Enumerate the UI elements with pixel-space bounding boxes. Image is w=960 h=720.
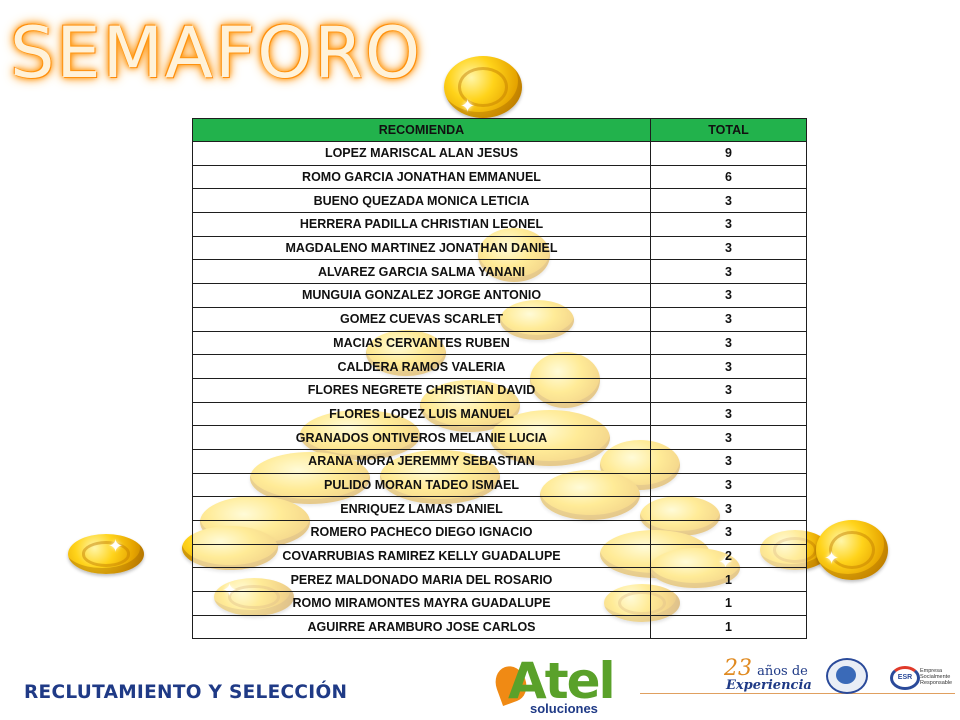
sparkle-icon: ✦ bbox=[108, 536, 124, 556]
cell-total: 2 bbox=[650, 543, 807, 569]
cell-total: 3 bbox=[650, 448, 807, 474]
table-row: FLORES NEGRETE CHRISTIAN DAVID 3 bbox=[192, 377, 807, 403]
table-row: ENRIQUEZ LAMAS DANIEL 3 bbox=[192, 496, 807, 521]
cell-total: 3 bbox=[650, 425, 807, 450]
table-row: ARANA MORA JEREMMY SEBASTIAN 3 bbox=[192, 448, 807, 474]
table-row: GOMEZ CUEVAS SCARLET 3 bbox=[192, 306, 807, 332]
ranking-table: RECOMIENDA TOTAL LOPEZ MARISCAL ALAN JES… bbox=[192, 118, 807, 640]
esr-badge-icon: ESR bbox=[890, 666, 920, 690]
euro-coin-icon bbox=[68, 534, 144, 574]
table-row: PULIDO MORAN TADEO ISMAEL 3 bbox=[192, 472, 807, 498]
cell-name: GRANADOS ONTIVEROS MELANIE LUCIA bbox=[192, 425, 651, 450]
atel-logo: Atel soluciones bbox=[490, 652, 644, 718]
cell-name: COVARRUBIAS RAMIREZ KELLY GUADALUPE bbox=[192, 543, 651, 569]
table-row: MUNGUIA GONZALEZ JORGE ANTONIO 3 bbox=[192, 283, 807, 308]
cell-total: 3 bbox=[650, 377, 807, 403]
table-row: ROMO MIRAMONTES MAYRA GUADALUPE 1 bbox=[192, 591, 807, 616]
experience-anos: años de bbox=[757, 664, 808, 679]
cell-total: 6 bbox=[650, 164, 807, 190]
table-row: PEREZ MALDONADO MARIA DEL ROSARIO 1 bbox=[192, 567, 807, 593]
cell-name: BUENO QUEZADA MONICA LETICIA bbox=[192, 188, 651, 214]
table-row: FLORES LOPEZ LUIS MANUEL 3 bbox=[192, 401, 807, 427]
cell-name: ROMO MIRAMONTES MAYRA GUADALUPE bbox=[192, 591, 651, 616]
experience-years: 23 bbox=[724, 656, 752, 681]
cell-name: ALVAREZ GARCIA SALMA YANANI bbox=[192, 259, 651, 285]
table-row: CALDERA RAMOS VALERIA 3 bbox=[192, 354, 807, 379]
page-title: SEMAFORO bbox=[10, 12, 423, 94]
cell-total: 3 bbox=[650, 520, 807, 545]
cell-name: FLORES LOPEZ LUIS MANUEL bbox=[192, 401, 651, 427]
table-row: ROMO GARCIA JONATHAN EMMANUEL 6 bbox=[192, 164, 807, 190]
cell-total: 3 bbox=[650, 188, 807, 214]
cell-name: ROMERO PACHECO DIEGO IGNACIO bbox=[192, 520, 651, 545]
cell-name: MAGDALENO MARTINEZ JONATHAN DANIEL bbox=[192, 235, 651, 261]
cell-name: MACIAS CERVANTES RUBEN bbox=[192, 330, 651, 356]
cell-total: 3 bbox=[650, 212, 807, 237]
table-row: MAGDALENO MARTINEZ JONATHAN DANIEL 3 bbox=[192, 235, 807, 261]
department-label: RECLUTAMIENTO Y SELECCIÓN bbox=[24, 682, 348, 703]
cell-total: 3 bbox=[650, 235, 807, 261]
cell-name: FLORES NEGRETE CHRISTIAN DAVID bbox=[192, 377, 651, 403]
cell-total: 3 bbox=[650, 472, 807, 498]
cell-name: HERRERA PADILLA CHRISTIAN LEONEL bbox=[192, 212, 651, 237]
table-header-row: RECOMIENDA TOTAL bbox=[192, 118, 807, 142]
table-row: GRANADOS ONTIVEROS MELANIE LUCIA 3 bbox=[192, 425, 807, 450]
cell-total: 3 bbox=[650, 306, 807, 332]
cell-total: 3 bbox=[650, 401, 807, 427]
table-row: HERRERA PADILLA CHRISTIAN LEONEL 3 bbox=[192, 212, 807, 237]
cell-name: CALDERA RAMOS VALERIA bbox=[192, 354, 651, 379]
cell-name: PULIDO MORAN TADEO ISMAEL bbox=[192, 472, 651, 498]
cell-total: 9 bbox=[650, 141, 807, 166]
column-header-total: TOTAL bbox=[650, 118, 807, 142]
cell-total: 3 bbox=[650, 496, 807, 521]
cell-name: ARANA MORA JEREMMY SEBASTIAN bbox=[192, 448, 651, 474]
table-row: AGUIRRE ARAMBURO JOSE CARLOS 1 bbox=[192, 614, 807, 640]
experience-badge: 23 años de Experiencia bbox=[724, 656, 812, 693]
table-row: BUENO QUEZADA MONICA LETICIA 3 bbox=[192, 188, 807, 214]
cell-name: LOPEZ MARISCAL ALAN JESUS bbox=[192, 141, 651, 166]
euro-coin-icon bbox=[444, 56, 522, 118]
divider bbox=[640, 693, 955, 694]
logo-word: Atel bbox=[508, 652, 616, 710]
cell-name: AGUIRRE ARAMBURO JOSE CARLOS bbox=[192, 614, 651, 640]
table-row: COVARRUBIAS RAMIREZ KELLY GUADALUPE 2 bbox=[192, 543, 807, 569]
cell-name: ROMO GARCIA JONATHAN EMMANUEL bbox=[192, 164, 651, 190]
sparkle-icon: ✦ bbox=[824, 548, 840, 568]
euro-coin-icon bbox=[816, 520, 888, 580]
cell-total: 1 bbox=[650, 614, 807, 640]
sparkle-icon: ✦ bbox=[460, 96, 476, 116]
logo-subtitle: soluciones bbox=[530, 701, 598, 716]
cell-total: 3 bbox=[650, 354, 807, 379]
table-row: ROMERO PACHECO DIEGO IGNACIO 3 bbox=[192, 520, 807, 545]
globe-icon bbox=[826, 658, 868, 694]
cell-name: GOMEZ CUEVAS SCARLET bbox=[192, 306, 651, 332]
column-header-recomienda: RECOMIENDA bbox=[192, 118, 651, 142]
experience-label: Experiencia bbox=[726, 678, 812, 693]
cell-total: 3 bbox=[650, 259, 807, 285]
cell-name: ENRIQUEZ LAMAS DANIEL bbox=[192, 496, 651, 521]
table-row: ALVAREZ GARCIA SALMA YANANI 3 bbox=[192, 259, 807, 285]
cell-name: PEREZ MALDONADO MARIA DEL ROSARIO bbox=[192, 567, 651, 593]
cell-total: 1 bbox=[650, 591, 807, 616]
table-row: MACIAS CERVANTES RUBEN 3 bbox=[192, 330, 807, 356]
cell-total: 1 bbox=[650, 567, 807, 593]
cell-total: 3 bbox=[650, 330, 807, 356]
cell-name: MUNGUIA GONZALEZ JORGE ANTONIO bbox=[192, 283, 651, 308]
table-row: LOPEZ MARISCAL ALAN JESUS 9 bbox=[192, 141, 807, 166]
cell-total: 3 bbox=[650, 283, 807, 308]
esr-label: Empresa Socialmente Responsable bbox=[920, 668, 953, 686]
